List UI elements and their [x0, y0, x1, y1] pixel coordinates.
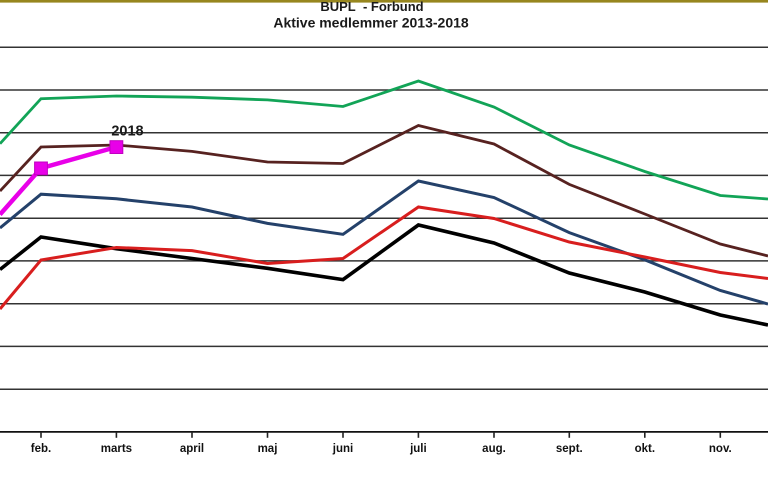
svg-text:juni: juni: [332, 443, 353, 455]
svg-text:BUPL - Forbund: BUPL - Forbund: [320, 0, 423, 14]
svg-text:feb.: feb.: [31, 443, 51, 455]
svg-text:aug.: aug.: [482, 443, 506, 455]
svg-text:maj: maj: [258, 443, 278, 455]
svg-text:okt.: okt.: [635, 443, 655, 455]
svg-text:juli: juli: [409, 443, 427, 455]
svg-text:nov.: nov.: [709, 443, 732, 455]
svg-text:april: april: [180, 443, 204, 455]
svg-text:Aktive medlemmer 2013-2018: Aktive medlemmer 2013-2018: [273, 15, 469, 31]
svg-text:marts: marts: [101, 443, 132, 455]
svg-text:2018: 2018: [111, 124, 143, 140]
svg-text:sept.: sept.: [556, 443, 583, 455]
